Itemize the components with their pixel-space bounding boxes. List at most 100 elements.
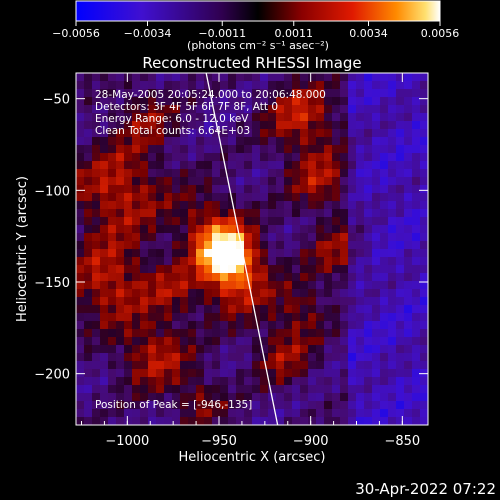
heatmap-cell [316, 353, 325, 362]
heatmap-cell [140, 249, 149, 258]
heatmap-cell [156, 337, 165, 346]
heatmap-cell [204, 377, 213, 386]
heatmap-cell [372, 209, 381, 218]
heatmap-cell [76, 89, 85, 98]
colorbar-ticks: −0.0056 −0.0034 −0.0011 0.0011 0.0034 0.0056 [52, 21, 459, 40]
heatmap-cell [340, 273, 349, 282]
heatmap-cell [132, 73, 141, 82]
heatmap-cell [132, 241, 141, 250]
heatmap-cell [228, 289, 237, 298]
heatmap-cell [204, 281, 213, 290]
heatmap-cell [340, 185, 349, 194]
heatmap-cell [140, 201, 149, 210]
heatmap-cell [260, 233, 269, 242]
heatmap-cell [348, 113, 357, 122]
heatmap-cell [340, 241, 349, 250]
heatmap-cell [156, 97, 165, 106]
heatmap-cell [244, 193, 253, 202]
heatmap-cell [348, 297, 357, 306]
heatmap-cell [388, 105, 397, 114]
heatmap-cell [124, 273, 133, 282]
heatmap-cell [332, 81, 341, 90]
heatmap-cell [316, 169, 325, 178]
heatmap-cell [340, 193, 349, 202]
heatmap-cell [260, 193, 269, 202]
heatmap-cell [148, 265, 157, 274]
heatmap-image [76, 73, 428, 425]
heatmap-cell [276, 361, 285, 370]
heatmap-cell [284, 329, 293, 338]
heatmap-cell [324, 249, 333, 258]
heatmap-cell [244, 161, 253, 170]
heatmap-cell [220, 73, 229, 82]
heatmap-cell [316, 385, 325, 394]
heatmap-cell [412, 305, 421, 314]
heatmap-cell [140, 193, 149, 202]
heatmap-cell [340, 177, 349, 186]
heatmap-cell [276, 257, 285, 266]
heatmap-cell [364, 345, 373, 354]
heatmap-cell [316, 329, 325, 338]
heatmap-cell [396, 369, 405, 378]
heatmap-cell [324, 281, 333, 290]
heatmap-cell [132, 265, 141, 274]
heatmap-cell [116, 305, 125, 314]
heatmap-cell [276, 129, 285, 138]
heatmap-cell [300, 169, 309, 178]
heatmap-cell [396, 321, 405, 330]
heatmap-cell [372, 289, 381, 298]
heatmap-cell [396, 241, 405, 250]
heatmap-cell [116, 225, 125, 234]
heatmap-cell [252, 105, 261, 114]
heatmap-cell [132, 353, 141, 362]
heatmap-cell [284, 417, 293, 425]
heatmap-cell [324, 401, 333, 410]
heatmap-cell [236, 241, 245, 250]
heatmap-cell [84, 201, 93, 210]
heatmap-cell [100, 121, 109, 130]
heatmap-cell [188, 369, 197, 378]
colorbar-tick-label: −0.0011 [198, 27, 246, 40]
heatmap-cell [244, 353, 253, 362]
heatmap-cell [308, 161, 317, 170]
heatmap-cell [412, 121, 421, 130]
heatmap-cell [404, 265, 413, 274]
heatmap-cell [308, 305, 317, 314]
heatmap-cell [108, 97, 117, 106]
heatmap-cell [300, 105, 309, 114]
heatmap-cell [244, 105, 253, 114]
heatmap-cell [204, 113, 213, 122]
heatmap-cell [276, 377, 285, 386]
heatmap-cell [148, 225, 157, 234]
heatmap-cell [92, 409, 101, 418]
heatmap-cell [404, 193, 413, 202]
heatmap-cell [420, 169, 428, 178]
heatmap-cell [140, 113, 149, 122]
heatmap-cell [308, 73, 317, 82]
heatmap-cell [132, 409, 141, 418]
heatmap-cell [316, 313, 325, 322]
heatmap-cell [316, 377, 325, 386]
heatmap-cell [284, 113, 293, 122]
heatmap-cell [108, 257, 117, 266]
heatmap-cell [100, 401, 109, 410]
heatmap-cell [332, 393, 341, 402]
heatmap-cell [188, 401, 197, 410]
heatmap-cell [148, 385, 157, 394]
heatmap-cell [164, 289, 173, 298]
heatmap-cell [316, 89, 325, 98]
heatmap-cell [380, 161, 389, 170]
heatmap-cell [364, 289, 373, 298]
heatmap-cell [308, 201, 317, 210]
heatmap-cell [276, 409, 285, 418]
heatmap-cell [324, 153, 333, 162]
heatmap-cell [220, 193, 229, 202]
heatmap-cell [364, 313, 373, 322]
heatmap-cell [292, 169, 301, 178]
heatmap-cell [76, 281, 85, 290]
heatmap-cell [108, 137, 117, 146]
heatmap-cell [84, 273, 93, 282]
heatmap-cell [300, 145, 309, 154]
heatmap-cell [220, 113, 229, 122]
heatmap-cell [116, 121, 125, 130]
